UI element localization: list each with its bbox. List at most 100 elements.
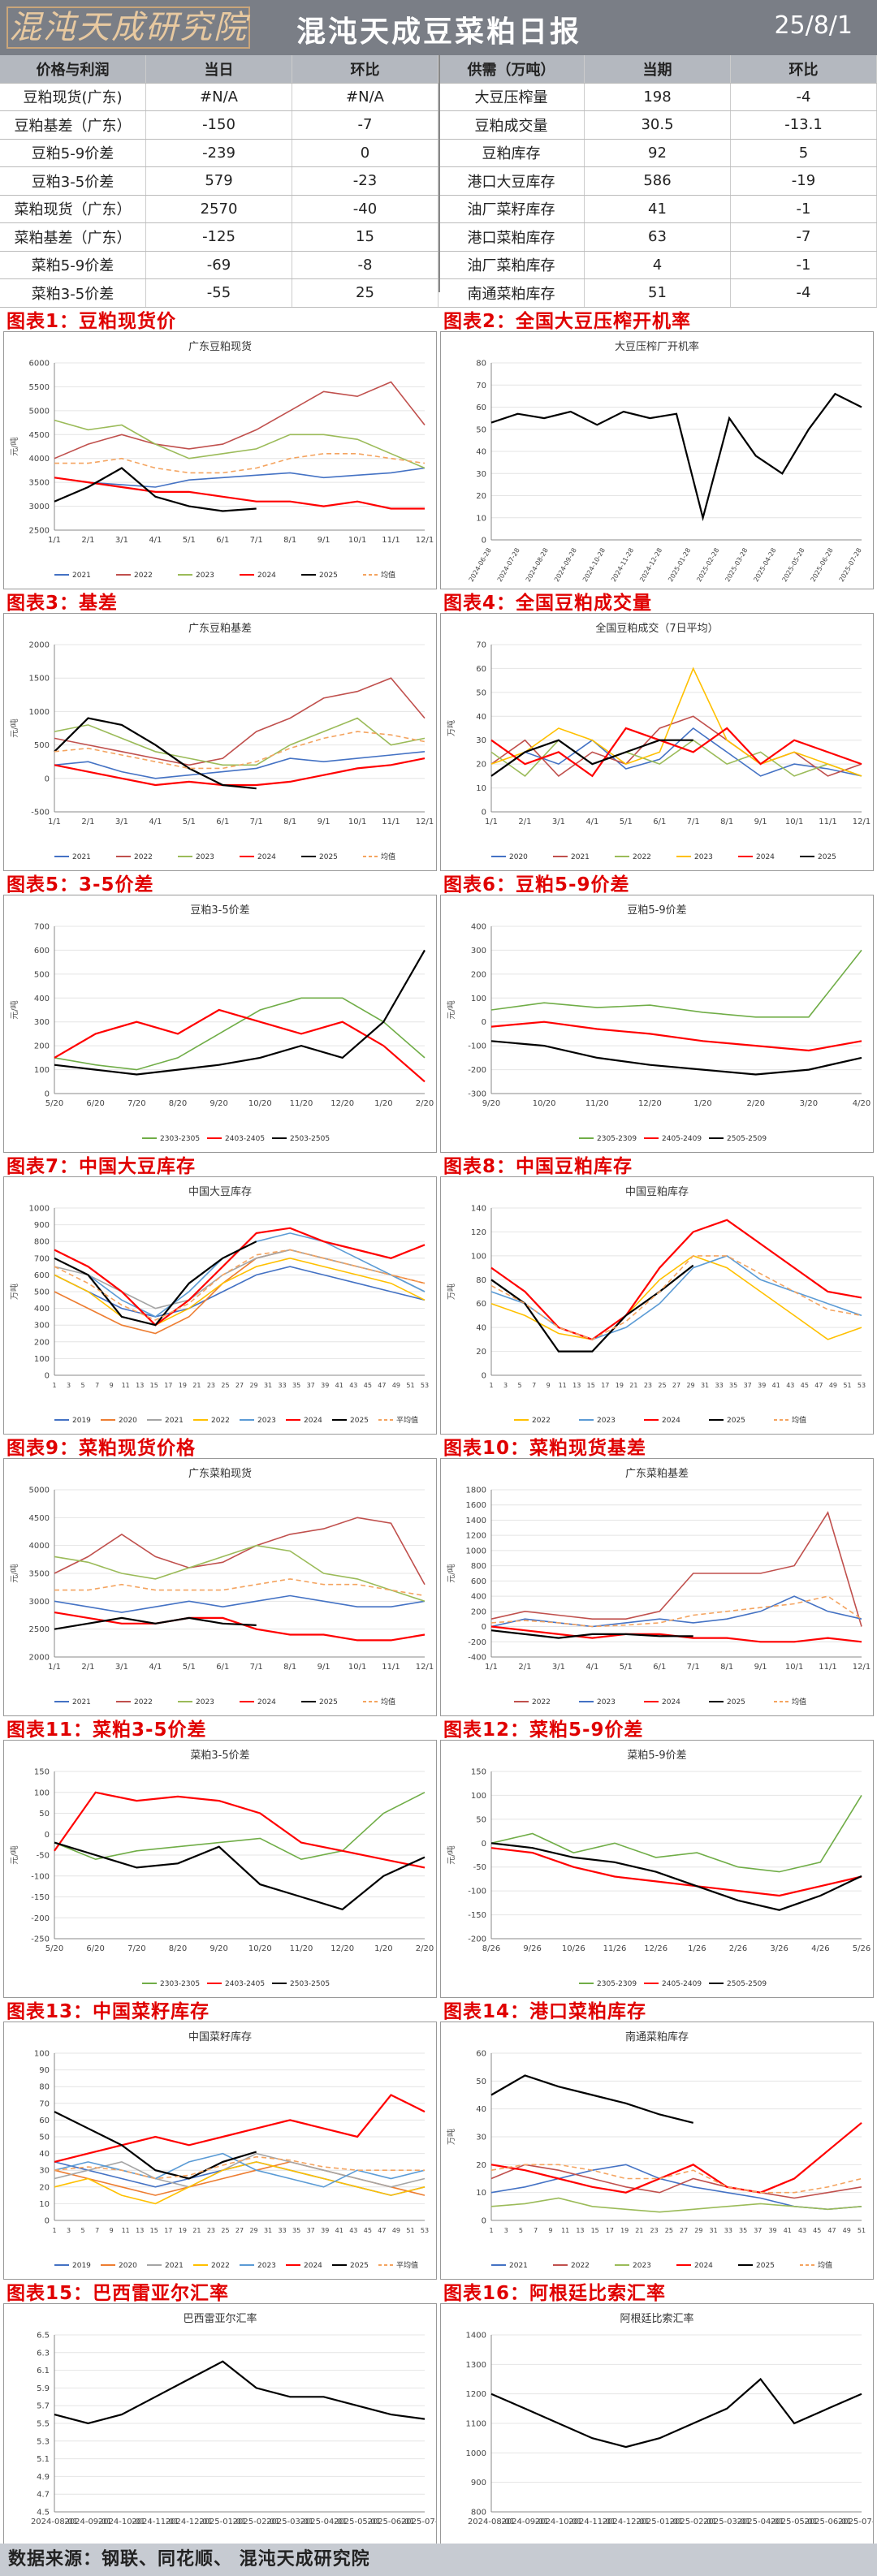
y-tick-label: 1000 (29, 708, 50, 717)
series-line (54, 1249, 426, 1321)
chart-panel: 阿根廷比索汇率 800 900 1000 1100 1200 1300 1400 2024-08… (440, 2303, 877, 2561)
x-tick-label: 6/20 (86, 1099, 104, 1108)
x-tick-label: 33 (279, 1382, 287, 1389)
y-tick-label: 1300 (466, 2361, 486, 2370)
x-tick-label: 8/1 (283, 818, 296, 826)
series-line (54, 467, 257, 512)
x-tick-label: 2024-12-01 (166, 2518, 213, 2526)
legend-label: 2022 (633, 853, 651, 861)
table-cell: -40 (292, 195, 438, 222)
x-tick-label: 3 (503, 1382, 508, 1389)
series-line (54, 717, 257, 790)
y-tick-label: 50 (476, 1815, 486, 1824)
chart-panel: 广东菜粕基差 元/吨 -400 -200 0 200 400 600 800 1000 1200 14… (440, 1458, 874, 1716)
y-axis-label: 万吨 (446, 2129, 456, 2145)
legend-label: 2505-2509 (727, 1135, 767, 1143)
x-tick-label: 5/1 (620, 1663, 633, 1672)
y-tick-label: 100 (34, 1355, 50, 1364)
table-cell: -4 (731, 83, 877, 110)
x-tick-label: 9/1 (318, 536, 330, 545)
x-tick-label: 45 (801, 1382, 809, 1389)
x-tick-label: 10/20 (248, 1944, 272, 1953)
x-tick-label: 2/1 (81, 536, 94, 545)
x-tick-label: 7 (95, 1382, 99, 1389)
table-cell: 港口菜粕库存 (438, 223, 585, 251)
series-line (54, 949, 426, 1076)
x-tick-label: 2/1 (518, 1663, 531, 1672)
x-tick-label: 6/1 (653, 818, 666, 826)
y-tick-label: 20 (476, 2161, 486, 2170)
y-tick-label: 2000 (29, 1654, 50, 1663)
table-cell: 30.5 (585, 111, 731, 139)
x-tick-label: 1/1 (48, 536, 61, 545)
series-line (54, 2161, 426, 2205)
y-tick-label: 80 (39, 2083, 50, 2092)
legend-label: 均值 (381, 1697, 395, 1707)
x-tick-label: 3/1 (115, 818, 128, 826)
x-tick-label: 2025-04-01 (300, 2518, 348, 2526)
x-tick-label: 5 (519, 2227, 523, 2234)
y-tick-label: 0 (482, 1018, 486, 1027)
y-tick-label: -200 (31, 1914, 50, 1923)
y-tick-label: 300 (471, 947, 486, 956)
y-tick-label: 0 (482, 2217, 486, 2226)
series-line (54, 477, 425, 510)
x-tick-label: 11/20 (585, 1099, 609, 1108)
y-tick-label: 0 (45, 1090, 50, 1099)
x-tick-label: 35 (729, 1382, 737, 1389)
y-tick-label: 50 (39, 2134, 50, 2142)
x-tick-label: 12/1 (416, 536, 434, 545)
report-header: 混沌天成研究院 混沌天成豆菜粕日报 25/8/1 (0, 0, 877, 55)
y-tick-label: -200 (468, 1935, 486, 1944)
legend-label: 2022 (571, 2262, 590, 2270)
y-tick-label: 400 (471, 923, 486, 932)
x-tick-label: 43 (798, 2227, 806, 2234)
table-header-cell: 环比 (292, 55, 438, 83)
legend-label: 2025 (319, 1698, 338, 1707)
y-axis-label: 元/吨 (446, 1564, 456, 1582)
table-divider (438, 55, 440, 292)
legend-label: 2021 (72, 1698, 91, 1707)
legend-label: 2024 (662, 1417, 680, 1425)
series-line (54, 757, 426, 787)
series-line (54, 751, 426, 779)
table-cell: 92 (585, 139, 731, 166)
y-tick-label: 50 (476, 425, 486, 434)
x-tick-label: 53 (858, 1382, 866, 1389)
x-tick-label: 6/1 (216, 536, 229, 545)
x-tick-label: 12/1 (853, 1663, 871, 1672)
legend-label: 2024 (257, 853, 276, 861)
legend-label: 2023 (257, 2262, 276, 2270)
y-tick-label: 20 (476, 492, 486, 501)
chart-panel: 菜粕3-5价差 元/吨 -250 -200 -150 -100 -50 0 50 100 150 5/… (3, 1740, 437, 1998)
x-tick-label: 51 (406, 1382, 414, 1389)
x-tick-label: 3 (67, 2227, 71, 2234)
x-tick-label: 9 (547, 1382, 551, 1389)
table-row: 菜粕现货（广东） 2570 -40 油厂菜籽库存 41 -1 (0, 195, 877, 223)
x-tick-label: 2024-06-28 (468, 547, 493, 584)
legend-label: 2025 (319, 853, 338, 861)
x-tick-label: 11/20 (290, 1944, 313, 1953)
x-tick-label: 2024-09-28 (553, 547, 578, 584)
x-tick-label: 1/1 (485, 818, 498, 826)
series-line (490, 739, 862, 777)
legend-label: 2021 (165, 1417, 184, 1425)
x-tick-label: 37 (307, 1382, 315, 1389)
y-tick-label: 1500 (29, 675, 50, 684)
figure-title: 图表10：菜粕现货基差 (443, 1438, 647, 1459)
y-axis-label: 元/吨 (446, 1000, 456, 1019)
x-tick-label: 47 (378, 2227, 386, 2234)
y-tick-label: 40 (476, 713, 486, 722)
x-tick-label: 11/1 (819, 818, 836, 826)
x-tick-label: 2025-07-01 (401, 2518, 436, 2526)
y-tick-label: 4.7 (37, 2491, 50, 2500)
y-tick-label: 100 (471, 995, 486, 1003)
legend-label: 均值 (818, 2260, 832, 2270)
x-tick-label: 2/20 (416, 1099, 434, 1108)
x-tick-label: 27 (672, 1382, 680, 1389)
x-tick-label: 35 (292, 1382, 300, 1389)
y-axis-label: 元/吨 (9, 1845, 19, 1864)
